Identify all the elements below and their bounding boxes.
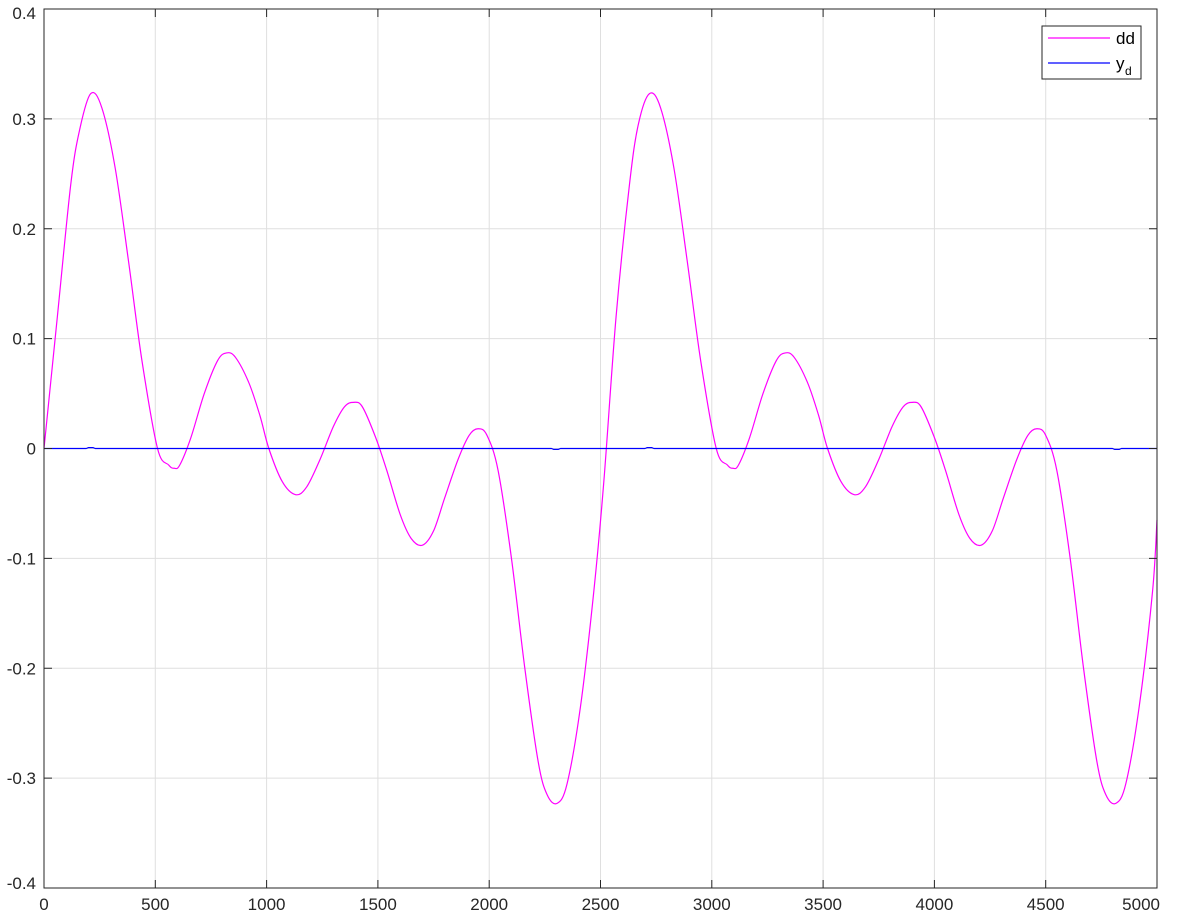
y-tick-label: 0.1: [12, 330, 36, 349]
legend-label: y: [1116, 54, 1125, 73]
y-tick-label: 0.4: [12, 4, 36, 23]
x-tick-label: 2000: [470, 895, 508, 914]
grid: [44, 9, 1157, 888]
y-tick-label: -0.3: [7, 769, 36, 788]
ticks: 0 500 1000 1500 2000 2500 3000 3500 4000 4500 5000…: [7, 4, 1160, 914]
x-tick-label: 1500: [359, 895, 397, 914]
x-tick-label: 4000: [915, 895, 953, 914]
series-layer: [43, 91, 1158, 805]
x-tick-label: 500: [141, 895, 169, 914]
x-tick-label: 5000: [1122, 895, 1160, 914]
x-tick-label: 2500: [582, 895, 620, 914]
series-line-dd: [43, 91, 1158, 805]
y-tick-label: -0.1: [7, 549, 36, 568]
legend-label-subscript: d: [1125, 64, 1132, 78]
y-tick-label: -0.2: [7, 659, 36, 678]
x-tick-label: 3500: [804, 895, 842, 914]
x-tick-label: 4500: [1027, 895, 1065, 914]
legend: dd y d: [1041, 25, 1142, 80]
y-tick-label: 0: [27, 440, 36, 459]
legend-label: dd: [1116, 29, 1135, 48]
series-line-y-d: [44, 447, 1157, 450]
x-tick-label: 0: [39, 895, 48, 914]
y-tick-label: 0.3: [12, 110, 36, 129]
x-tick-label: 1000: [248, 895, 286, 914]
legend-box: [1041, 25, 1142, 80]
y-tick-label: 0.2: [12, 220, 36, 239]
y-tick-label: -0.4: [7, 874, 36, 893]
x-tick-label: 3000: [693, 895, 731, 914]
